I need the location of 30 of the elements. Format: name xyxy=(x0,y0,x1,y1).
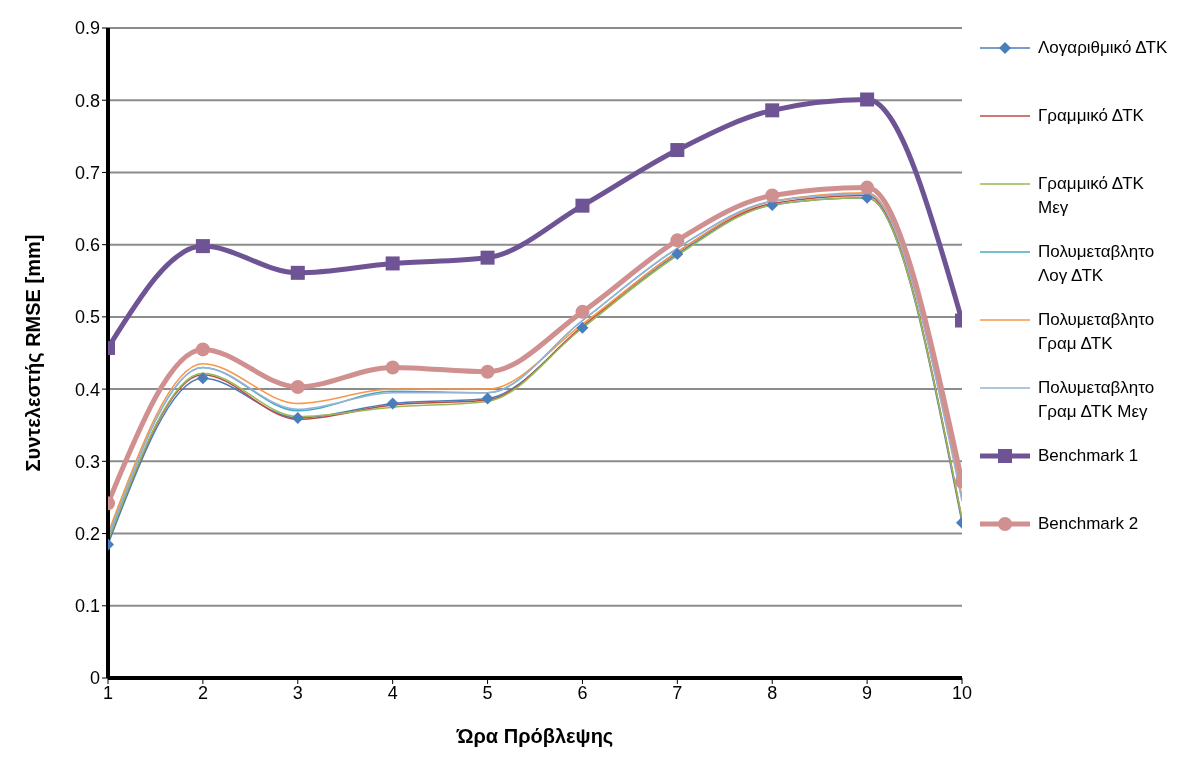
y-axis-title: Συντελεστής RMSE [mm] xyxy=(22,234,45,472)
x-tick-label: 9 xyxy=(862,682,873,703)
x-tick-label: 10 xyxy=(951,682,973,703)
x-tick-label: 4 xyxy=(387,682,398,703)
legend-label: Πολυμεταβλητο Γραμ ΔΤΚ Μεγ xyxy=(1038,377,1156,423)
x-tick-label: 6 xyxy=(577,682,588,703)
y-tick-label: 0.9 xyxy=(74,18,100,39)
y-tick-label: 0.1 xyxy=(74,596,100,617)
y-tick-label: 0.3 xyxy=(74,451,100,472)
y-tick-label: 0.6 xyxy=(74,235,100,256)
legend-label: Πολυμεταβλητο Γραμ ΔΤΚ xyxy=(1038,309,1156,355)
x-tick-label: 3 xyxy=(292,682,303,703)
x-tick-label: 8 xyxy=(767,682,778,703)
x-axis-title: Ώρα Πρόβλεψης xyxy=(455,725,614,747)
y-tick-label: 0.8 xyxy=(74,90,100,111)
legend-label: Γραμμικό ΔΤΚ xyxy=(1038,105,1145,127)
x-tick-label: 2 xyxy=(197,682,208,703)
y-tick-label: 0.4 xyxy=(74,379,100,400)
x-tick-label: 5 xyxy=(482,682,493,703)
y-tick-label: 0 xyxy=(89,668,100,689)
legend-label: Λογαριθμικό ΔΤΚ xyxy=(1038,37,1169,59)
x-tick-label: 1 xyxy=(102,682,114,703)
legend-label: Benchmark 1 xyxy=(1038,445,1140,467)
y-tick-label: 0.5 xyxy=(74,307,100,328)
x-tick-label: 7 xyxy=(672,682,683,703)
legend-label: Γραμμικό ΔΤΚ Μεγ xyxy=(1038,173,1145,219)
y-tick-label: 0.2 xyxy=(74,523,100,544)
y-tick-label: 0.7 xyxy=(74,162,100,183)
legend-label: Πολυμεταβλητο Λογ ΔΤΚ xyxy=(1038,241,1156,287)
legend-label: Benchmark 2 xyxy=(1038,513,1140,535)
